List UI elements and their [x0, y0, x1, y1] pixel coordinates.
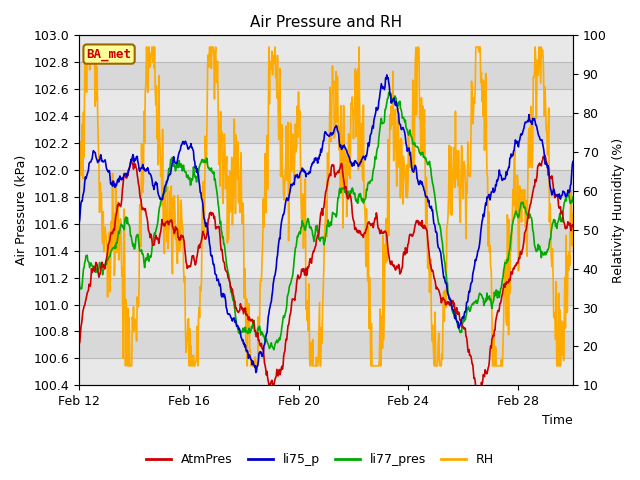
Text: BA_met: BA_met [86, 48, 132, 60]
Y-axis label: Air Pressure (kPa): Air Pressure (kPa) [15, 155, 28, 265]
Bar [79, 359, 573, 385]
Bar [79, 143, 573, 170]
Bar [79, 36, 573, 62]
Y-axis label: Relativity Humidity (%): Relativity Humidity (%) [612, 138, 625, 283]
Bar [79, 89, 573, 116]
Bar [79, 304, 573, 332]
X-axis label: Time: Time [542, 414, 573, 427]
Bar [79, 251, 573, 277]
Bar [79, 197, 573, 224]
Title: Air Pressure and RH: Air Pressure and RH [250, 15, 402, 30]
Legend: AtmPres, li75_p, li77_pres, RH: AtmPres, li75_p, li77_pres, RH [141, 448, 499, 471]
